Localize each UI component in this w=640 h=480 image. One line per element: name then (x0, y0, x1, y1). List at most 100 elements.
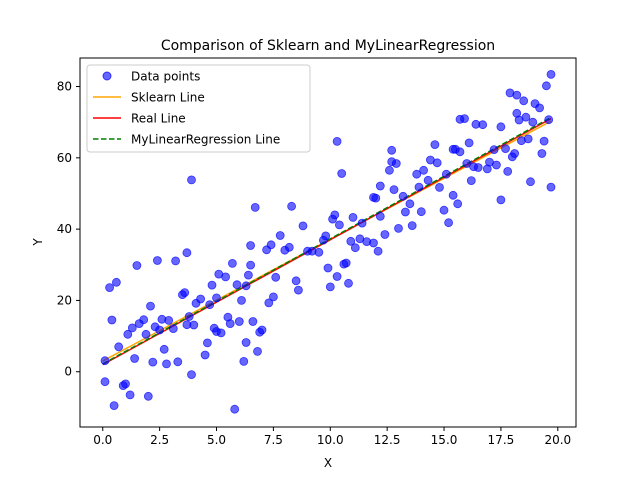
legend-label: Real Line (131, 112, 186, 126)
data-point (344, 278, 353, 288)
data-point (225, 319, 235, 329)
data-point (334, 220, 344, 230)
data-point (189, 320, 199, 330)
y-tick-label: 40 (57, 222, 72, 236)
data-point (246, 241, 256, 250)
data-point (535, 103, 544, 113)
data-point (546, 182, 556, 192)
data-point (448, 190, 458, 200)
data-point (239, 356, 249, 366)
plot-frame (79, 57, 577, 428)
data-point (496, 122, 506, 132)
data-point (384, 165, 394, 175)
data-point (521, 112, 531, 122)
data-point (496, 195, 506, 205)
data-point (375, 181, 385, 191)
data-point (350, 243, 360, 253)
x-axis-label: X (324, 456, 332, 470)
mylinearregression-line-series (102, 116, 552, 365)
data-point (416, 207, 426, 217)
data-point (341, 258, 351, 268)
data-point (512, 90, 522, 100)
data-point (544, 115, 554, 125)
data-point (542, 81, 551, 91)
data-point (107, 315, 117, 325)
x-tick-label: 20.0 (544, 433, 571, 447)
data-point (430, 140, 440, 150)
data-point (268, 292, 278, 302)
x-tick-label: 10.0 (317, 433, 344, 447)
data-point (162, 359, 171, 369)
data-point (155, 325, 165, 335)
data-point (405, 199, 415, 209)
data-point (243, 270, 253, 280)
points-layer (100, 70, 556, 414)
data-point (298, 221, 308, 231)
x-tick-label: 15.0 (431, 433, 458, 447)
data-point (337, 169, 347, 178)
data-point (441, 169, 451, 179)
x-tick-label: 12.5 (374, 433, 401, 447)
data-point (389, 185, 399, 195)
data-point (143, 391, 153, 401)
data-point (414, 182, 424, 192)
data-point (473, 163, 483, 172)
data-point (271, 272, 281, 282)
data-point (180, 288, 190, 298)
data-point (248, 317, 258, 326)
data-point (241, 281, 251, 291)
data-point (109, 401, 119, 411)
data-point (246, 260, 256, 270)
data-point (130, 354, 140, 363)
data-point (491, 160, 501, 170)
data-point (159, 344, 169, 354)
data-point (330, 210, 340, 220)
data-point (546, 70, 556, 79)
data-point (332, 136, 342, 146)
data-point (105, 283, 114, 293)
data-point (387, 145, 397, 155)
data-point (187, 370, 196, 380)
data-point (139, 315, 149, 325)
data-point (127, 323, 137, 333)
data-point (205, 300, 215, 310)
data-point (394, 223, 403, 233)
y-tick-label: 0 (64, 365, 72, 379)
data-point (125, 390, 135, 400)
data-point (237, 295, 246, 305)
y-tick-label: 80 (57, 80, 72, 94)
data-point (526, 177, 535, 187)
data-point (164, 315, 174, 325)
data-point (152, 256, 162, 265)
data-point (293, 285, 303, 295)
data-point (398, 191, 408, 201)
data-point (123, 329, 133, 339)
legend-label: Data points (131, 70, 200, 84)
data-point (503, 166, 513, 176)
data-point (207, 280, 217, 290)
data-point (141, 329, 151, 339)
data-point (112, 277, 121, 287)
data-point (419, 165, 429, 175)
data-point (373, 246, 383, 256)
data-point (523, 134, 533, 144)
x-tick-label: 0.0 (93, 433, 112, 447)
data-point (121, 379, 130, 389)
data-point (464, 138, 474, 148)
data-point (407, 221, 417, 231)
data-point (539, 136, 549, 146)
data-point (184, 312, 194, 321)
data-point (432, 158, 442, 168)
data-point (444, 218, 454, 228)
data-point (253, 346, 262, 356)
data-point (212, 293, 221, 303)
data-point (537, 149, 547, 158)
data-point (369, 238, 378, 248)
data-point (168, 324, 178, 334)
data-point (439, 205, 449, 215)
y-axis: 0 20 40 60 80 (57, 80, 80, 379)
data-point (489, 145, 499, 155)
data-point (519, 96, 529, 106)
data-point (325, 282, 335, 292)
